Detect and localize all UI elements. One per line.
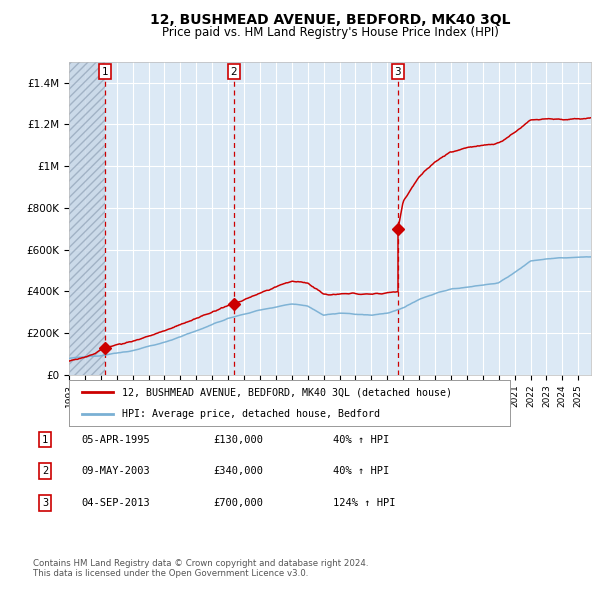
- Text: HPI: Average price, detached house, Bedford: HPI: Average price, detached house, Bedf…: [122, 408, 380, 418]
- Bar: [69, 62, 105, 375]
- Text: 40% ↑ HPI: 40% ↑ HPI: [333, 467, 389, 476]
- Text: 09-MAY-2003: 09-MAY-2003: [81, 467, 150, 476]
- Text: 1: 1: [42, 435, 48, 444]
- Text: 1: 1: [102, 67, 109, 77]
- Text: Price paid vs. HM Land Registry's House Price Index (HPI): Price paid vs. HM Land Registry's House …: [161, 26, 499, 39]
- Text: 05-APR-1995: 05-APR-1995: [81, 435, 150, 444]
- Text: 3: 3: [395, 67, 401, 77]
- Text: 12, BUSHMEAD AVENUE, BEDFORD, MK40 3QL (detached house): 12, BUSHMEAD AVENUE, BEDFORD, MK40 3QL (…: [122, 388, 452, 398]
- Text: 3: 3: [42, 499, 48, 508]
- Text: 2: 2: [42, 467, 48, 476]
- Text: 04-SEP-2013: 04-SEP-2013: [81, 499, 150, 508]
- Text: £340,000: £340,000: [213, 467, 263, 476]
- Text: £700,000: £700,000: [213, 499, 263, 508]
- Text: £130,000: £130,000: [213, 435, 263, 444]
- Text: 12, BUSHMEAD AVENUE, BEDFORD, MK40 3QL: 12, BUSHMEAD AVENUE, BEDFORD, MK40 3QL: [150, 13, 510, 27]
- Text: 124% ↑ HPI: 124% ↑ HPI: [333, 499, 395, 508]
- Text: 40% ↑ HPI: 40% ↑ HPI: [333, 435, 389, 444]
- Text: This data is licensed under the Open Government Licence v3.0.: This data is licensed under the Open Gov…: [33, 569, 308, 578]
- Text: 2: 2: [230, 67, 237, 77]
- Text: Contains HM Land Registry data © Crown copyright and database right 2024.: Contains HM Land Registry data © Crown c…: [33, 559, 368, 568]
